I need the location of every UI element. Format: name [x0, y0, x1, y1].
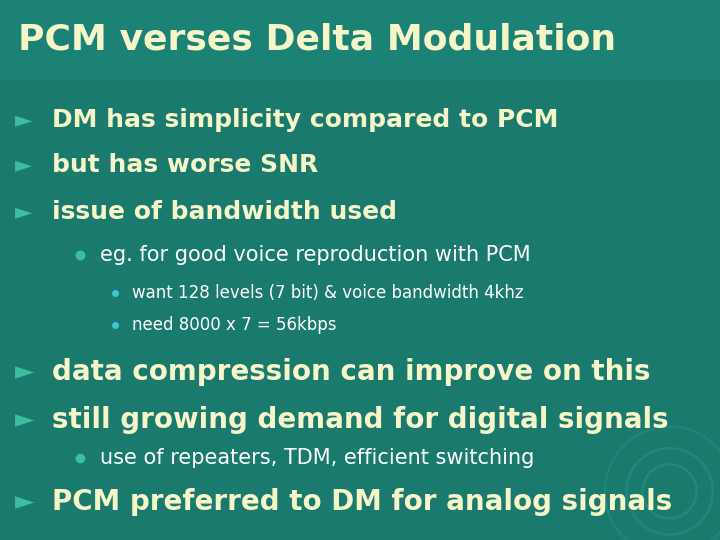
Text: use of repeaters, TDM, efficient switching: use of repeaters, TDM, efficient switchi…	[100, 448, 534, 468]
Text: ►: ►	[15, 110, 32, 130]
Text: PCM verses Delta Modulation: PCM verses Delta Modulation	[18, 23, 616, 57]
Text: ►: ►	[15, 202, 32, 222]
Text: ►: ►	[15, 408, 35, 432]
Bar	[0, 0, 720, 80]
Text: but has worse SNR: but has worse SNR	[52, 153, 318, 177]
Text: ►: ►	[15, 155, 32, 175]
Text: data compression can improve on this: data compression can improve on this	[52, 358, 650, 386]
Text: want 128 levels (7 bit) & voice bandwidth 4khz: want 128 levels (7 bit) & voice bandwidt…	[132, 284, 523, 302]
Text: PCM preferred to DM for analog signals: PCM preferred to DM for analog signals	[52, 488, 672, 516]
Text: DM has simplicity compared to PCM: DM has simplicity compared to PCM	[52, 108, 559, 132]
Text: ►: ►	[15, 360, 35, 384]
Text: need 8000 x 7 = 56kbps: need 8000 x 7 = 56kbps	[132, 316, 336, 334]
Text: still growing demand for digital signals: still growing demand for digital signals	[52, 406, 669, 434]
Text: ►: ►	[15, 490, 35, 514]
Text: eg. for good voice reproduction with PCM: eg. for good voice reproduction with PCM	[100, 245, 531, 265]
Text: issue of bandwidth used: issue of bandwidth used	[52, 200, 397, 224]
